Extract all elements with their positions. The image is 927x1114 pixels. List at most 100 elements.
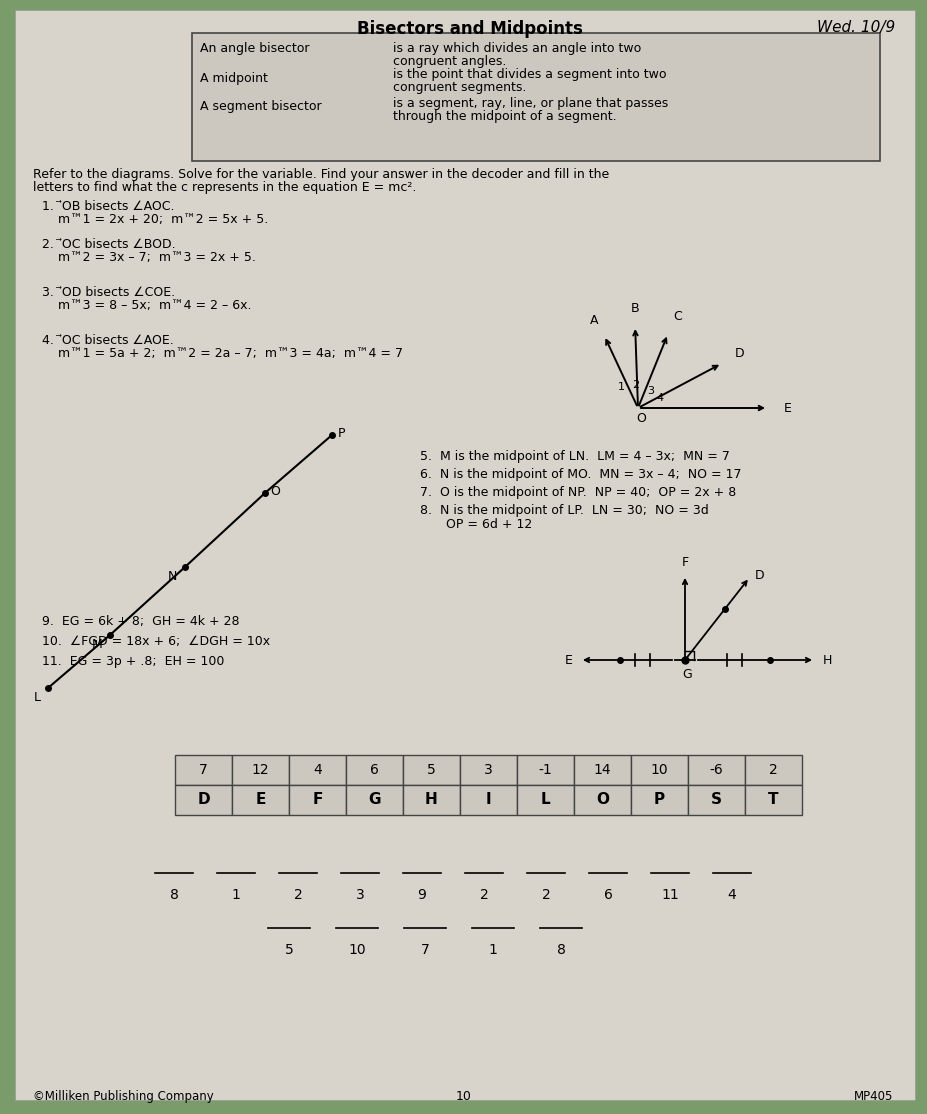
Text: m™3 = 8 – 5x;  m™4 = 2 – 6x.: m™3 = 8 – 5x; m™4 = 2 – 6x.	[42, 299, 251, 312]
Bar	[630, 755, 687, 785]
Text: A: A	[590, 314, 598, 328]
Text: Bisectors and Midpoints: Bisectors and Midpoints	[357, 20, 582, 38]
Text: 10: 10	[348, 942, 365, 957]
Text: 8.  N is the midpoint of LP.  LN = 30;  NO = 3d: 8. N is the midpoint of LP. LN = 30; NO …	[420, 504, 708, 517]
Bar	[288, 785, 346, 815]
Text: 9: 9	[417, 888, 426, 902]
Text: 5: 5	[426, 763, 436, 776]
Text: OP = 6d + 12: OP = 6d + 12	[429, 518, 532, 531]
Text: 2: 2	[631, 380, 639, 390]
Text: 6: 6	[603, 888, 612, 902]
Text: 5.  M is the midpoint of LN.  LM = 4 – 3x;  MN = 7: 5. M is the midpoint of LN. LM = 4 – 3x;…	[420, 450, 730, 463]
Text: 5: 5	[285, 942, 293, 957]
Text: C: C	[672, 311, 680, 323]
Text: 3: 3	[646, 385, 654, 395]
Text: A segment bisector: A segment bisector	[200, 100, 322, 113]
Bar	[516, 755, 574, 785]
Text: H: H	[821, 654, 831, 666]
Text: F: F	[312, 792, 323, 808]
Text: 8: 8	[170, 888, 178, 902]
Text: 1: 1	[232, 888, 240, 902]
Text: An angle bisector: An angle bisector	[200, 42, 310, 55]
Bar	[402, 785, 460, 815]
Text: 1: 1	[488, 942, 497, 957]
Text: 6.  N is the midpoint of MO.  MN = 3x – 4;  NO = 17: 6. N is the midpoint of MO. MN = 3x – 4;…	[420, 468, 741, 481]
Text: 11.  EG = 3p + .8;  EH = 100: 11. EG = 3p + .8; EH = 100	[42, 655, 224, 668]
Text: 9.  EG = 6k + 8;  GH = 4k + 28: 9. EG = 6k + 8; GH = 4k + 28	[42, 615, 239, 628]
Text: B: B	[629, 302, 639, 314]
Text: 2: 2	[479, 888, 488, 902]
Text: 2: 2	[768, 763, 777, 776]
Text: m™2 = 3x – 7;  m™3 = 2x + 5.: m™2 = 3x – 7; m™3 = 2x + 5.	[42, 251, 256, 264]
Text: MP405: MP405	[853, 1089, 892, 1103]
Text: 3.  ⃗OD bisects ∠COE.: 3. ⃗OD bisects ∠COE.	[42, 286, 175, 299]
Text: m™1 = 2x + 20;  m™2 = 5x + 5.: m™1 = 2x + 20; m™2 = 5x + 5.	[42, 213, 268, 226]
Text: letters to find what the c represents in the equation E = mc².: letters to find what the c represents in…	[33, 180, 416, 194]
Bar	[687, 785, 744, 815]
Bar	[288, 755, 346, 785]
Bar	[346, 755, 402, 785]
Text: L: L	[540, 792, 550, 808]
Bar	[744, 785, 801, 815]
Text: N: N	[167, 569, 176, 583]
Text: P: P	[654, 792, 665, 808]
Text: 2: 2	[541, 888, 550, 902]
Bar	[630, 785, 687, 815]
Bar	[574, 785, 630, 815]
Text: I: I	[485, 792, 490, 808]
Text: 7.  O is the midpoint of NP.  NP = 40;  OP = 2x + 8: 7. O is the midpoint of NP. NP = 40; OP …	[420, 486, 735, 499]
Bar	[460, 785, 516, 815]
Text: G: G	[368, 792, 380, 808]
Text: 7: 7	[199, 763, 208, 776]
Text: A midpoint: A midpoint	[200, 72, 268, 85]
Bar	[175, 785, 232, 815]
Text: 7: 7	[420, 942, 429, 957]
Text: 10: 10	[650, 763, 667, 776]
Text: E: E	[255, 792, 265, 808]
Text: O: O	[635, 412, 645, 426]
Bar	[232, 785, 288, 815]
Bar	[402, 755, 460, 785]
Text: O: O	[595, 792, 608, 808]
Text: E: E	[783, 401, 791, 414]
Text: D: D	[754, 569, 764, 582]
Text: S: S	[710, 792, 721, 808]
Text: 4: 4	[727, 888, 736, 902]
Text: 11: 11	[660, 888, 679, 902]
Text: 6: 6	[370, 763, 378, 776]
Bar	[687, 755, 744, 785]
Bar	[175, 755, 232, 785]
Bar	[232, 755, 288, 785]
Text: is a segment, ray, line, or plane that passes: is a segment, ray, line, or plane that p…	[392, 97, 667, 110]
Bar	[346, 785, 402, 815]
Text: E: E	[565, 654, 572, 666]
Text: G: G	[681, 667, 692, 681]
Text: F: F	[680, 556, 688, 568]
Text: T: T	[768, 792, 778, 808]
Text: H: H	[425, 792, 438, 808]
Text: 4: 4	[312, 763, 322, 776]
Text: -6: -6	[709, 763, 722, 776]
Bar	[516, 785, 574, 815]
Text: O: O	[270, 485, 280, 498]
Text: congruent segments.: congruent segments.	[392, 81, 526, 94]
Bar	[192, 33, 879, 162]
Bar	[574, 755, 630, 785]
Text: P: P	[337, 427, 346, 440]
Text: 8: 8	[556, 942, 565, 957]
Text: -1: -1	[538, 763, 552, 776]
Text: 10: 10	[455, 1089, 472, 1103]
Text: D: D	[197, 792, 210, 808]
Text: 4: 4	[655, 393, 663, 403]
Text: 3: 3	[484, 763, 492, 776]
Text: m™1 = 5a + 2;  m™2 = 2a – 7;  m™3 = 4a;  m™4 = 7: m™1 = 5a + 2; m™2 = 2a – 7; m™3 = 4a; m™…	[42, 346, 402, 360]
Text: 1.  ⃗OB bisects ∠AOC.: 1. ⃗OB bisects ∠AOC.	[42, 201, 174, 213]
Text: 12: 12	[251, 763, 269, 776]
Text: M: M	[92, 637, 102, 651]
Text: is a ray which divides an angle into two: is a ray which divides an angle into two	[392, 42, 641, 55]
Text: Refer to the diagrams. Solve for the variable. Find your answer in the decoder a: Refer to the diagrams. Solve for the var…	[33, 168, 609, 180]
Text: 2: 2	[293, 888, 302, 902]
Text: D: D	[733, 348, 743, 360]
Text: through the midpoint of a segment.: through the midpoint of a segment.	[392, 110, 616, 123]
Text: 1: 1	[617, 382, 624, 392]
